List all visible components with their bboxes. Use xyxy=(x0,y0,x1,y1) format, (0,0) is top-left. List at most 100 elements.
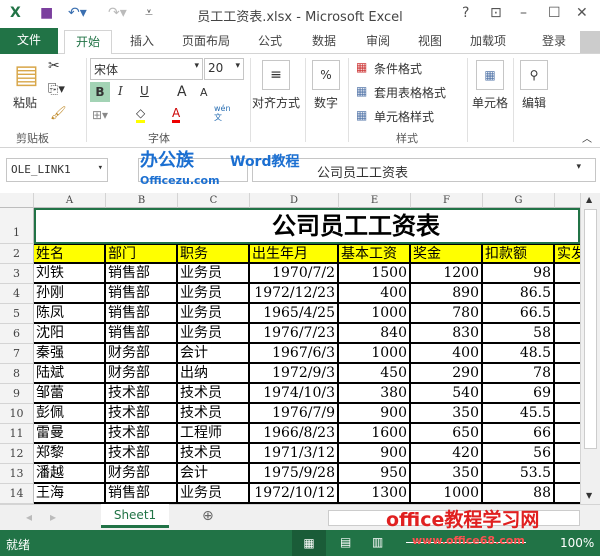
table-cell[interactable]: 1976/7/9 xyxy=(250,404,339,424)
table-cell[interactable]: 1976/7/23 xyxy=(250,324,339,344)
header-cell[interactable]: 职务 xyxy=(178,244,250,264)
table-cell[interactable]: 销售部 xyxy=(106,324,178,344)
row-header[interactable]: 3 xyxy=(0,264,34,284)
page-layout-view-icon[interactable]: ▤ xyxy=(340,535,352,549)
close-icon[interactable]: ✕ xyxy=(576,5,588,21)
table-cell[interactable]: 1000 xyxy=(339,304,411,324)
table-cell[interactable]: 400 xyxy=(411,344,483,364)
column-header[interactable]: D xyxy=(250,193,339,208)
table-cell[interactable]: 88 xyxy=(483,484,555,504)
header-cell[interactable]: 实发 xyxy=(555,244,580,264)
table-cell[interactable]: 孙刚 xyxy=(34,284,106,304)
table-cell[interactable] xyxy=(555,424,580,444)
row-header[interactable]: 2 xyxy=(0,244,34,264)
percent-icon[interactable]: % xyxy=(312,60,340,90)
table-cell[interactable]: 1500 xyxy=(339,264,411,284)
table-cell[interactable]: 1972/9/3 xyxy=(250,364,339,384)
table-cell[interactable] xyxy=(555,464,580,484)
tab-view[interactable]: 视图 xyxy=(418,34,443,48)
save-icon[interactable]: ■ xyxy=(40,5,54,21)
table-cell[interactable]: 1972/12/23 xyxy=(250,284,339,304)
table-cell[interactable]: 出纳 xyxy=(178,364,250,384)
row-header[interactable]: 7 xyxy=(0,344,34,364)
table-cell[interactable]: 1974/10/3 xyxy=(250,384,339,404)
phonetic-icon[interactable]: wén 文 xyxy=(214,104,231,122)
name-box[interactable]: OLE_LINK1 ▾ xyxy=(6,158,108,182)
table-cell[interactable]: 刘铁 xyxy=(34,264,106,284)
table-cell[interactable] xyxy=(555,384,580,404)
number-button[interactable]: 数字 xyxy=(314,96,339,110)
table-cell[interactable]: 技术员 xyxy=(178,444,250,464)
collapse-ribbon-icon[interactable]: ︿ xyxy=(582,134,592,145)
grow-font-button[interactable]: A xyxy=(177,84,187,100)
row-header[interactable]: 9 xyxy=(0,384,34,404)
next-sheet-icon[interactable]: ▸ xyxy=(50,510,57,524)
table-cell[interactable]: 工程师 xyxy=(178,424,250,444)
table-cell[interactable]: 王海 xyxy=(34,484,106,504)
table-cell[interactable]: 66 xyxy=(483,424,555,444)
table-cell[interactable]: 450 xyxy=(339,364,411,384)
italic-button[interactable]: I xyxy=(118,84,123,98)
table-cell[interactable]: 350 xyxy=(411,464,483,484)
column-header[interactable]: B xyxy=(106,193,178,208)
table-cell[interactable]: 业务员 xyxy=(178,264,250,284)
redo-icon[interactable]: ↷▾ xyxy=(108,5,127,21)
copy-icon[interactable]: ⎘▾ xyxy=(48,82,65,97)
column-header[interactable] xyxy=(555,193,580,208)
table-cell[interactable]: 潘越 xyxy=(34,464,106,484)
tab-formulas[interactable]: 公式 xyxy=(258,34,283,48)
table-cell[interactable]: 技术部 xyxy=(106,404,178,424)
table-cell[interactable]: 雷曼 xyxy=(34,424,106,444)
table-cell[interactable]: 290 xyxy=(411,364,483,384)
table-cell[interactable] xyxy=(555,444,580,464)
table-cell[interactable]: 1970/7/2 xyxy=(250,264,339,284)
table-cell[interactable]: 财务部 xyxy=(106,364,178,384)
table-cell[interactable]: 53.5 xyxy=(483,464,555,484)
table-cell[interactable]: 56 xyxy=(483,444,555,464)
table-cell[interactable]: 1975/9/28 xyxy=(250,464,339,484)
alignment-button[interactable]: 对齐方式 xyxy=(252,96,301,110)
border-icon[interactable]: ⊞▾ xyxy=(92,108,109,122)
header-cell[interactable]: 出生年月 xyxy=(250,244,339,264)
tab-addins[interactable]: 加载项 xyxy=(470,34,507,48)
column-header[interactable]: E xyxy=(339,193,411,208)
find-icon[interactable]: ⚲ xyxy=(520,60,548,90)
table-cell[interactable]: 1965/4/25 xyxy=(250,304,339,324)
table-cell[interactable]: 技术部 xyxy=(106,384,178,404)
table-cell[interactable]: 86.5 xyxy=(483,284,555,304)
table-cell[interactable] xyxy=(555,304,580,324)
cells-button[interactable]: 单元格 xyxy=(472,96,509,110)
column-header[interactable]: F xyxy=(411,193,483,208)
scroll-down-icon[interactable]: ▼ xyxy=(586,491,593,500)
column-header[interactable]: C xyxy=(178,193,250,208)
row-header[interactable]: 14 xyxy=(0,484,34,504)
tab-page-layout[interactable]: 页面布局 xyxy=(182,34,231,48)
formula-input[interactable]: 公司员工工资表 ▾ xyxy=(252,158,596,182)
maximize-icon[interactable]: ☐ xyxy=(548,5,561,21)
table-cell[interactable]: 彭佩 xyxy=(34,404,106,424)
table-cell[interactable]: 1967/6/3 xyxy=(250,344,339,364)
row-header[interactable]: 13 xyxy=(0,464,34,484)
tab-review[interactable]: 审阅 xyxy=(366,34,391,48)
table-cell[interactable] xyxy=(555,264,580,284)
table-cell[interactable] xyxy=(555,484,580,504)
table-cell[interactable]: 技术员 xyxy=(178,404,250,424)
table-cell[interactable]: 业务员 xyxy=(178,304,250,324)
table-cell[interactable]: 1966/8/23 xyxy=(250,424,339,444)
tab-home[interactable]: 开始 xyxy=(64,30,112,55)
prev-sheet-icon[interactable]: ◂ xyxy=(26,510,33,524)
table-cell[interactable]: 78 xyxy=(483,364,555,384)
column-header[interactable]: A xyxy=(34,193,106,208)
table-cell[interactable]: 秦强 xyxy=(34,344,106,364)
cells-icon[interactable]: ▦ xyxy=(476,60,504,90)
cut-icon[interactable]: ✂ xyxy=(48,58,60,74)
horizontal-scrollbar[interactable] xyxy=(328,510,580,526)
table-cell[interactable]: 业务员 xyxy=(178,484,250,504)
table-cell[interactable]: 技术部 xyxy=(106,424,178,444)
header-cell[interactable]: 部门 xyxy=(106,244,178,264)
table-cell[interactable]: 销售部 xyxy=(106,304,178,324)
table-cell[interactable]: 1000 xyxy=(339,344,411,364)
add-sheet-icon[interactable]: ⊕ xyxy=(202,508,214,524)
table-cell[interactable]: 69 xyxy=(483,384,555,404)
table-cell[interactable]: 郑黎 xyxy=(34,444,106,464)
